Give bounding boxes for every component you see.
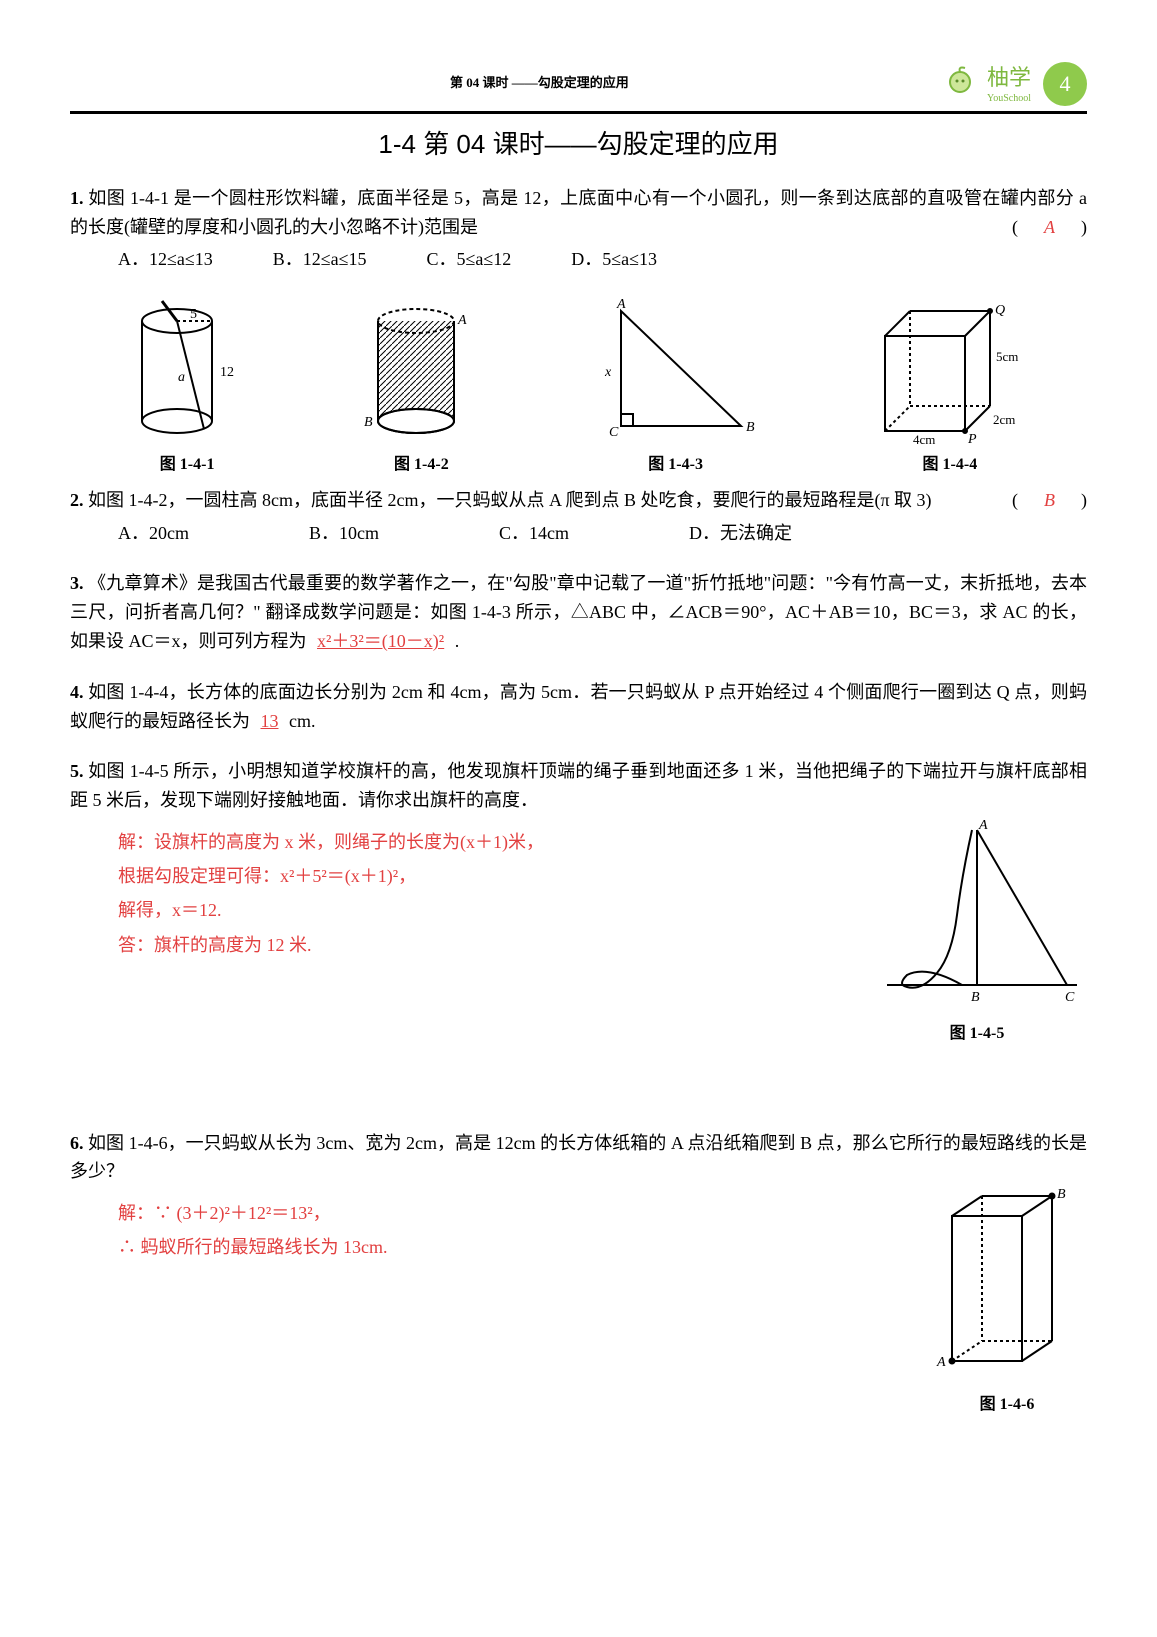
page-number-badge: 4 [1043, 62, 1087, 106]
svg-text:C: C [1065, 990, 1075, 1005]
problem-text: 如图 1-4-6，一只蚂蚁从长为 3cm、宽为 2cm，高是 12cm 的长方体… [70, 1133, 1087, 1182]
svg-text:12: 12 [220, 365, 234, 380]
answer-paren: ( B ) [1012, 486, 1087, 515]
running-head: 第 04 课时 ——勾股定理的应用 [70, 73, 629, 94]
problem-5: 5. 如图 1-4-5 所示，小明想知道学校旗杆的高，他发现旗杆顶端的绳子垂到地… [70, 757, 1087, 1046]
options-row: A．12≤a≤13 B．12≤a≤15 C．5≤a≤12 D．5≤a≤13 [70, 245, 1087, 274]
problem-1: 1. 如图 1-4-1 是一个圆柱形饮料罐，底面半径是 5，高是 12，上底面中… [70, 184, 1087, 274]
figure-1-4-2: A B 图 1-4-2 [356, 296, 486, 478]
problem-text: 如图 1-4-4，长方体的底面边长分别为 2cm 和 4cm，高为 5cm．若一… [70, 682, 1087, 731]
svg-text:Q: Q [995, 303, 1005, 318]
option-b: B．12≤a≤15 [273, 245, 367, 274]
problem-number: 1. [70, 188, 84, 208]
problem-text: 如图 1-4-1 是一个圆柱形饮料罐，底面半径是 5，高是 12，上底面中心有一… [70, 188, 1087, 237]
options-row: A．20cm B．10cm C．14cm D．无法确定 [70, 519, 1087, 548]
header-rule [70, 111, 1087, 114]
svg-text:A: A [616, 297, 626, 312]
option-d: D．无法确定 [689, 519, 792, 548]
problem-6: 6. 如图 1-4-6，一只蚂蚁从长为 3cm、宽为 2cm，高是 12cm 的… [70, 1129, 1087, 1418]
fill-blank-answer: 13 [255, 711, 285, 731]
figure-1-4-6: A B 图 1-4-6 [927, 1186, 1087, 1418]
solution-text: 解：设旗杆的高度为 x 米，则绳子的长度为(x＋1)米， 根据勾股定理可得：x²… [70, 825, 827, 962]
option-a: A．20cm [118, 519, 189, 548]
svg-text:A: A [457, 313, 467, 328]
solution-text: 解：∵ (3＋2)²＋12²＝13²， ∴ 蚂蚁所行的最短路线长为 13cm. [70, 1196, 887, 1264]
problem-text: 如图 1-4-2，一圆柱高 8cm，底面半径 2cm，一只蚂蚁从点 A 爬到点 … [88, 490, 932, 510]
problem-text: 如图 1-4-5 所示，小明想知道学校旗杆的高，他发现旗杆顶端的绳子垂到地面还多… [70, 761, 1087, 810]
svg-text:A: A [936, 1355, 946, 1370]
svg-text:4cm: 4cm [913, 432, 935, 446]
svg-text:B: B [364, 415, 373, 430]
problem-number: 5. [70, 761, 84, 781]
page-header: 第 04 课时 ——勾股定理的应用 柚学 YouSchool 4 [70, 60, 1087, 107]
figure-1-4-1: 5 12 a 图 1-4-1 [122, 296, 252, 478]
figure-1-4-5: A B C 图 1-4-5 [867, 815, 1087, 1047]
svg-text:C: C [609, 425, 619, 440]
svg-text:5cm: 5cm [996, 349, 1018, 364]
problem-number: 3. [70, 573, 84, 593]
figure-row-1: 5 12 a 图 1-4-1 A B 图 1-4-2 [70, 296, 1087, 478]
section-title: 1-4 第 04 课时——勾股定理的应用 [70, 124, 1087, 166]
svg-text:P: P [967, 432, 977, 446]
svg-text:A: A [978, 818, 988, 833]
svg-text:B: B [971, 990, 980, 1005]
option-c: C．5≤a≤12 [427, 245, 512, 274]
problem-3: 3. 《九章算术》是我国古代最重要的数学著作之一，在"勾股"章中记载了一道"折竹… [70, 569, 1087, 655]
svg-text:a: a [178, 370, 185, 385]
svg-text:5: 5 [190, 307, 197, 322]
option-c: C．14cm [499, 519, 569, 548]
problem-number: 6. [70, 1133, 84, 1153]
fruit-icon [945, 64, 975, 103]
svg-text:2cm: 2cm [993, 412, 1015, 427]
figure-1-4-3: A B C x 图 1-4-3 [591, 296, 761, 478]
problem-number: 2. [70, 490, 84, 510]
logo-text: 柚学 YouSchool [987, 60, 1031, 107]
option-a: A．12≤a≤13 [118, 245, 213, 274]
svg-text:x: x [604, 365, 612, 380]
problem-2: 2. 如图 1-4-2，一圆柱高 8cm，底面半径 2cm，一只蚂蚁从点 A 爬… [70, 486, 1087, 548]
figure-1-4-4: P Q 4cm 2cm 5cm 图 1-4-4 [865, 296, 1035, 478]
svg-text:B: B [746, 420, 755, 435]
answer-paren: ( A ) [1012, 213, 1087, 242]
problem-text: 《九章算术》是我国古代最重要的数学著作之一，在"勾股"章中记载了一道"折竹抵地"… [70, 573, 1087, 651]
svg-text:B: B [1057, 1187, 1066, 1202]
problem-number: 4. [70, 682, 84, 702]
problem-4: 4. 如图 1-4-4，长方体的底面边长分别为 2cm 和 4cm，高为 5cm… [70, 678, 1087, 736]
option-d: D．5≤a≤13 [571, 245, 657, 274]
option-b: B．10cm [309, 519, 379, 548]
fill-blank-answer: x²＋3²＝(10－x)² [311, 631, 450, 651]
